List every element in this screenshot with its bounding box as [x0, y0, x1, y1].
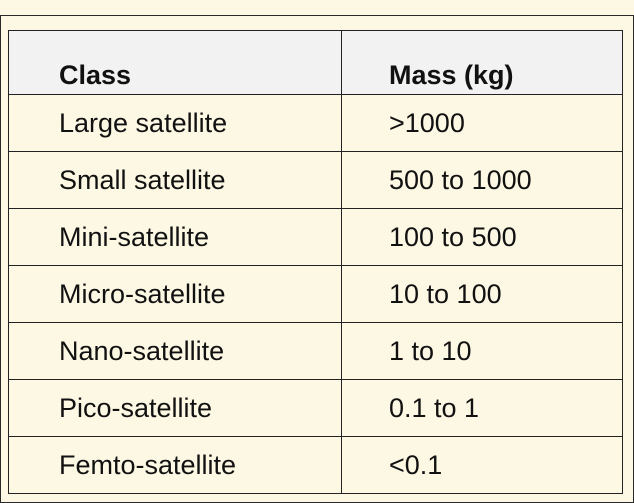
mass-cell: 10 to 100	[341, 265, 623, 323]
mass-cell: >1000	[341, 94, 623, 152]
table-row: Pico-satellite 0.1 to 1	[8, 379, 623, 437]
class-cell: Pico-satellite	[8, 379, 342, 437]
table-header-row: Class Mass (kg)	[8, 30, 623, 95]
mass-cell: 0.1 to 1	[341, 379, 623, 437]
class-cell: Nano-satellite	[8, 322, 342, 380]
class-cell: Femto-satellite	[8, 436, 342, 494]
table-row: Nano-satellite 1 to 10	[8, 322, 623, 380]
table-row: Mini-satellite 100 to 500	[8, 208, 623, 266]
class-cell: Small satellite	[8, 151, 342, 209]
header-mass: Mass (kg)	[341, 30, 623, 95]
class-cell: Micro-satellite	[8, 265, 342, 323]
mass-cell: 1 to 10	[341, 322, 623, 380]
table-row: Femto-satellite <0.1	[8, 436, 623, 494]
table-row: Micro-satellite 10 to 100	[8, 265, 623, 323]
mass-cell: <0.1	[341, 436, 623, 494]
class-cell: Mini-satellite	[8, 208, 342, 266]
table-row: Small satellite 500 to 1000	[8, 151, 623, 209]
header-class: Class	[8, 30, 342, 95]
mass-cell: 100 to 500	[341, 208, 623, 266]
class-cell: Large satellite	[8, 94, 342, 152]
mass-cell: 500 to 1000	[341, 151, 623, 209]
table-row: Large satellite >1000	[8, 94, 623, 152]
satellite-class-table: Class Mass (kg) Large satellite >1000 Sm…	[8, 30, 623, 494]
